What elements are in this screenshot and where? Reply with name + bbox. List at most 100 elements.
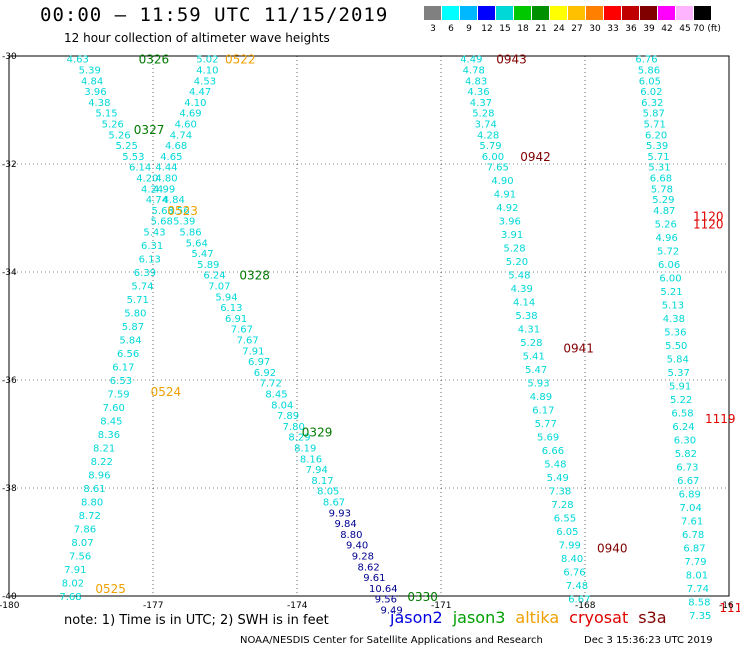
wave-height-value: 5.47 (191, 249, 213, 260)
color-scale-label: 36 (625, 24, 637, 34)
color-scale-label: 45 (679, 24, 691, 34)
wave-height-value: 4.36 (467, 87, 489, 98)
wave-height-value: 4.39 (511, 284, 533, 295)
wave-height-value: 5.29 (652, 195, 674, 206)
legend-item-altika: altika (515, 608, 560, 627)
wave-height-value: 6.78 (682, 530, 704, 541)
wave-height-value: 5.15 (95, 109, 117, 120)
wave-height-value: 9.56 (375, 595, 397, 606)
wave-height-value: 9.40 (346, 541, 368, 552)
wave-height-value: 5.48 (544, 460, 566, 471)
wave-height-value: 5.53 (122, 152, 144, 163)
wave-height-value: 5.94 (215, 292, 237, 303)
legend-item-jason3: jason3 (452, 608, 506, 627)
wave-height-value: 4.80 (155, 174, 177, 185)
wave-height-value: 6.97 (248, 357, 270, 368)
color-scale-label: 6 (448, 24, 454, 34)
wave-height-value: 8.22 (91, 457, 113, 468)
pass-time-label: 0328 (239, 269, 270, 283)
wave-height-value: 7.79 (684, 557, 706, 568)
pass-time-label: 0942 (520, 150, 551, 164)
wave-height-value: 8.58 (688, 597, 710, 608)
wave-height-value: 6.76 (635, 55, 657, 66)
wave-height-value: 5.87 (122, 322, 144, 333)
wave-height-value: 6.05 (639, 76, 661, 87)
wave-height-value: 5.26 (655, 219, 677, 230)
color-scale-swatch (694, 6, 712, 20)
satellite-tracks: 4.635.394.843.964.385.155.265.265.255.53… (59, 55, 711, 622)
wave-height-value: 5.13 (662, 300, 684, 311)
wave-height-value: 8.45 (265, 390, 287, 401)
wave-height-value: 5.56 (167, 206, 189, 217)
color-scale-swatch (604, 6, 622, 20)
latitude-label: -30 (2, 52, 17, 62)
wave-height-value: 5.79 (479, 141, 501, 152)
wave-height-value: 5.86 (638, 66, 660, 77)
color-scale-label: 39 (643, 24, 655, 34)
satellite-track: 6.765.866.056.026.325.875.716.205.395.71… (635, 55, 711, 622)
wave-height-value: 8.05 (317, 487, 339, 498)
pass-time-label: 0524 (151, 385, 182, 399)
wave-height-value: 5.64 (186, 238, 208, 249)
wave-height-value: 4.14 (513, 298, 535, 309)
satellite-track: 9.939.848.809.409.288.629.6110.649.569.4… (329, 508, 403, 616)
wave-height-value: 4.10 (196, 66, 218, 77)
wave-height-value: 5.71 (647, 152, 669, 163)
color-scale-swatch (496, 6, 514, 20)
color-scale-label: 18 (517, 24, 529, 34)
pass-time-labels: 0326 0522 0327 0523 0328 0524 0329 0525 0330 0943… (95, 53, 740, 615)
wave-height-value: 8.40 (561, 554, 583, 565)
satellite-legend: jason2 jason3 altika cryosat s3a (390, 608, 677, 627)
wave-height-value: 6.00 (482, 152, 504, 163)
wave-height-value: 6.00 (659, 273, 681, 284)
wave-height-value: 4.69 (179, 109, 201, 120)
wave-height-value: 4.63 (67, 55, 89, 66)
wave-height-value: 9.61 (363, 573, 385, 584)
wave-height-value: 4.87 (653, 206, 675, 217)
wave-height-value: 8.61 (83, 484, 105, 495)
pass-time-label: 0326 (139, 53, 170, 67)
wave-height-value: 7.68 (59, 592, 81, 603)
wave-height-value: 5.84 (667, 354, 689, 365)
wave-height-value: 5.78 (651, 184, 673, 195)
wave-height-value: 5.31 (648, 163, 670, 174)
wave-height-value: 6.92 (254, 368, 276, 379)
wave-height-value: 4.38 (663, 314, 685, 325)
wave-height-value: 5.84 (119, 336, 141, 347)
wave-height-value: 4.74 (146, 195, 168, 206)
color-scale-swatch (622, 6, 640, 20)
pass-time-label: 1119 (705, 412, 736, 426)
wave-height-value: 3.96 (84, 87, 106, 98)
satellite-track: 4.494.784.834.364.375.283.744.285.796.00… (460, 55, 590, 606)
color-scale-label: 70 (ft) (693, 24, 721, 34)
lat-lon-grid (8, 55, 730, 597)
wave-height-value: 7.61 (681, 516, 703, 527)
wave-height-value: 5.77 (535, 419, 557, 430)
wave-height-value: 5.26 (102, 120, 124, 131)
wave-height-value: 6.56 (117, 349, 139, 360)
color-scale-swatch (550, 6, 568, 20)
wave-height-value: 6.13 (139, 255, 161, 266)
wave-height-value: 4.20 (136, 174, 158, 185)
wave-height-value: 8.72 (79, 511, 101, 522)
wave-height-value: 4.37 (470, 98, 492, 109)
wave-height-value: 4.84 (81, 76, 103, 87)
color-scale-label: 33 (607, 24, 619, 34)
wave-height-value: 5.80 (124, 309, 146, 320)
wave-height-value: 6.13 (220, 303, 242, 314)
wave-height-value: 8.45 (100, 417, 122, 428)
wave-height-value: 7.80 (283, 422, 305, 433)
wave-height-value: 5.49 (547, 473, 569, 484)
wave-height-value: 6.67 (677, 476, 699, 487)
wave-height-value: 5.71 (644, 120, 666, 131)
wave-height-value: 6.66 (542, 446, 564, 457)
wave-height-value: 4.74 (170, 130, 192, 141)
longitude-label: -168 (575, 601, 596, 611)
wave-height-value: 5.25 (116, 141, 138, 152)
latitude-label: -32 (2, 160, 17, 170)
wave-height-value: 6.06 (658, 260, 680, 271)
color-scale-label: 21 (535, 24, 547, 34)
wave-height-value: 5.72 (657, 246, 679, 257)
color-scale-label: 24 (553, 24, 565, 34)
